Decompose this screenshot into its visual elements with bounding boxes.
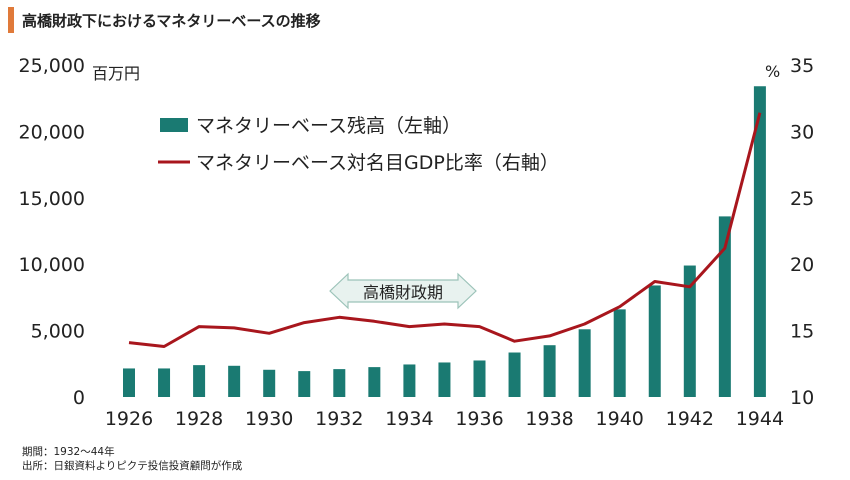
right-tick-label: 20 bbox=[790, 254, 814, 276]
x-tick-label: 1938 bbox=[525, 408, 573, 430]
legend-bar-swatch bbox=[160, 118, 188, 132]
bar-1936 bbox=[473, 360, 486, 397]
x-tick-label: 1932 bbox=[315, 408, 363, 430]
right-tick-label: 10 bbox=[790, 387, 814, 409]
bar-1942 bbox=[683, 265, 696, 397]
left-tick-label: 20,000 bbox=[19, 121, 85, 143]
bar-1928 bbox=[193, 365, 206, 397]
period-annotation: 高橋財政期 bbox=[329, 272, 477, 310]
right-axis-ticks: 10 15 20 25 30 35 bbox=[790, 55, 814, 409]
bar-1934 bbox=[403, 364, 416, 397]
bar-1944 bbox=[753, 86, 766, 398]
title-accent-bar bbox=[8, 7, 14, 33]
ratio-line-series bbox=[128, 112, 762, 348]
x-tick-label: 1940 bbox=[596, 408, 644, 430]
bar-1927 bbox=[158, 368, 171, 397]
bar-1933 bbox=[368, 367, 381, 397]
x-tick-label: 1926 bbox=[105, 408, 153, 430]
bar-1931 bbox=[298, 371, 311, 397]
left-tick-label: 10,000 bbox=[19, 254, 85, 276]
right-tick-label: 30 bbox=[790, 121, 814, 143]
footer-source: 出所：日銀資料よりピクテ投信投資顧問が作成 bbox=[22, 460, 243, 472]
bar-1943 bbox=[718, 216, 731, 397]
x-tick-label: 1934 bbox=[385, 408, 433, 430]
legend-bar-label: マネタリーベース残高（左軸） bbox=[196, 115, 461, 137]
x-tick-label: 1936 bbox=[455, 408, 503, 430]
right-tick-label: 15 bbox=[790, 321, 814, 343]
x-tick-label: 1942 bbox=[666, 408, 714, 430]
left-axis-unit: 百万円 bbox=[92, 64, 141, 83]
double-arrow-icon bbox=[329, 272, 477, 310]
x-tick-label: 1944 bbox=[736, 408, 784, 430]
left-tick-label: 25,000 bbox=[19, 55, 85, 77]
legend: マネタリーベース残高（左軸） マネタリーベース対名目GDP比率（右軸） bbox=[158, 115, 559, 174]
x-axis-ticks: 1926 1928 1930 1932 1934 1936 1938 1940 1942 1944 bbox=[105, 408, 784, 430]
left-axis-ticks: 0 5,000 10,000 15,000 20,000 25,000 bbox=[19, 55, 85, 409]
bar-1932 bbox=[333, 369, 346, 397]
right-tick-label: 35 bbox=[790, 55, 814, 77]
x-tick-label: 1928 bbox=[175, 408, 223, 430]
bar-1941 bbox=[648, 285, 661, 397]
bar-1940 bbox=[613, 309, 626, 397]
footer-period: 期間：1932～44年 bbox=[22, 446, 115, 458]
legend-line-label: マネタリーベース対名目GDP比率（右軸） bbox=[196, 152, 559, 174]
period-annotation-label: 高橋財政期 bbox=[363, 283, 443, 302]
x-tick-label: 1930 bbox=[245, 408, 293, 430]
left-tick-label: 0 bbox=[73, 387, 85, 409]
right-axis-unit: % bbox=[765, 62, 781, 81]
bar-1926 bbox=[123, 368, 135, 397]
left-tick-label: 15,000 bbox=[19, 188, 85, 210]
bar-1937 bbox=[508, 352, 521, 397]
bar-1939 bbox=[578, 329, 591, 397]
bar-1930 bbox=[263, 369, 276, 397]
left-tick-label: 5,000 bbox=[31, 321, 85, 343]
right-tick-label: 25 bbox=[790, 188, 814, 210]
bar-1938 bbox=[543, 345, 556, 397]
bar-series bbox=[123, 86, 766, 398]
chart-title: 高橋財政下におけるマネタリーベースの推移 bbox=[22, 12, 321, 30]
bar-1929 bbox=[228, 365, 241, 397]
bar-1935 bbox=[438, 362, 451, 397]
